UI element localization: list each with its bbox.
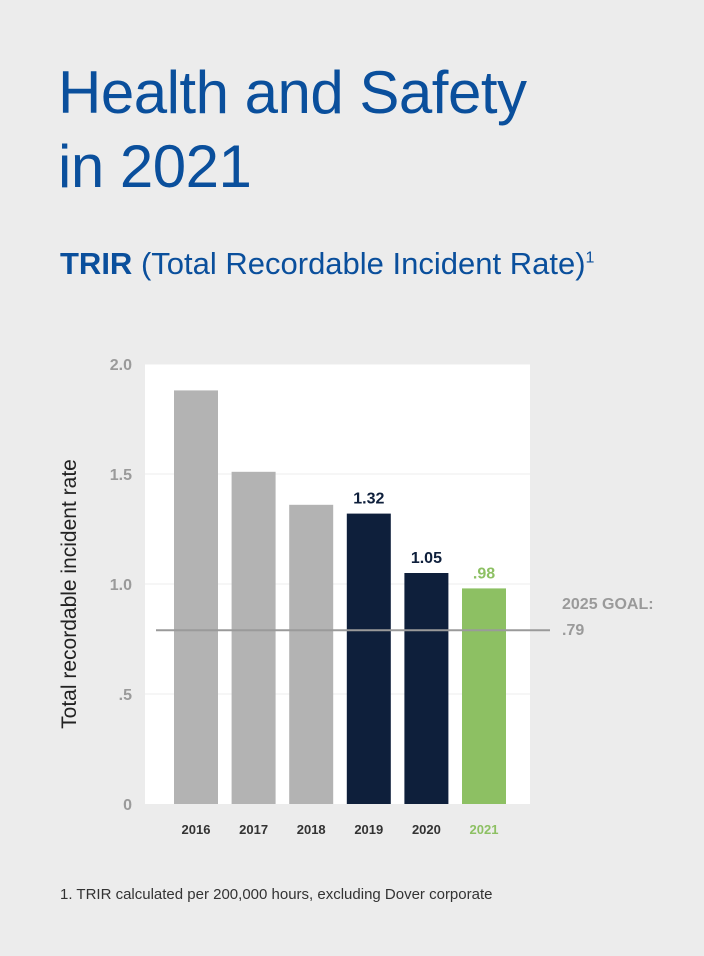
x-tick-label: 2017 — [239, 822, 268, 837]
goal-value-label: .79 — [562, 622, 584, 639]
bar-2016 — [174, 390, 218, 804]
x-tick-label: 2019 — [354, 822, 383, 837]
subtitle-description: (Total Recordable Incident Rate) — [140, 246, 586, 281]
y-tick-label: .5 — [119, 687, 132, 704]
y-tick-label: 0 — [123, 797, 132, 814]
x-tick-label: 2016 — [182, 822, 211, 837]
footnote-marker: 1 — [585, 249, 595, 267]
bar-2021 — [462, 588, 506, 804]
bar-2017 — [231, 471, 276, 804]
x-tick-label: 2021 — [470, 822, 499, 837]
y-tick-label: 1.5 — [110, 467, 132, 484]
page-title: Health and Safety in 2021 — [58, 56, 678, 204]
y-axis-label: Total recordable incident rate — [58, 459, 81, 729]
data-label: 1.05 — [411, 550, 442, 567]
x-tick-label: 2020 — [412, 822, 441, 837]
bar-2020 — [404, 573, 449, 804]
title-line-2: in 2021 — [58, 133, 252, 200]
chart-subtitle: TRIR (Total Recordable Incident Rate)1 — [60, 246, 594, 282]
data-label: .98 — [473, 565, 495, 582]
y-tick-label: 1.0 — [110, 577, 132, 594]
subtitle-acronym: TRIR — [60, 246, 133, 281]
y-tick-label: 2.0 — [110, 357, 132, 374]
trir-bar-chart: 0 .5 1.0 1.5 2.0 Total recordable incident ra… — [58, 357, 654, 837]
bar-2018 — [289, 504, 334, 804]
bar-2019 — [346, 513, 391, 804]
footnote: 1. TRIR calculated per 200,000 hours, ex… — [60, 886, 493, 903]
goal-label: 2025 GOAL: — [562, 596, 654, 613]
title-line-1: Health and Safety — [58, 59, 527, 126]
data-label: 1.32 — [353, 491, 384, 508]
x-tick-label: 2018 — [297, 822, 326, 837]
